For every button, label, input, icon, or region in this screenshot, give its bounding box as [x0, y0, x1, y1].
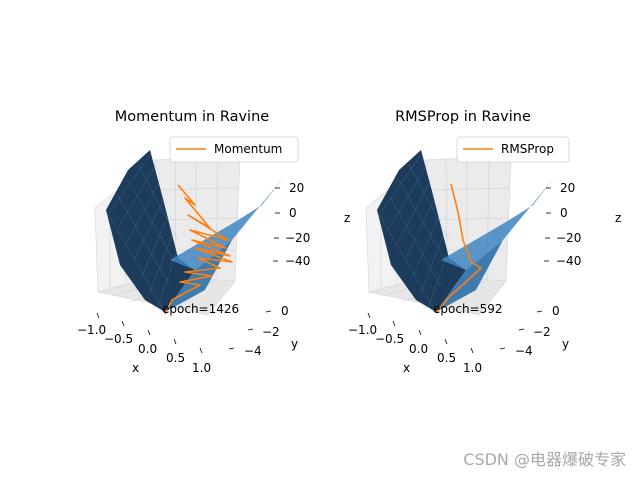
- epoch-annotation: epoch=1426: [162, 302, 239, 316]
- momentum-panel: Momentum in Ravine: [77, 109, 350, 375]
- x-tick: 1.0: [463, 361, 482, 375]
- y-tick: −4: [515, 344, 533, 358]
- x-axis: −1.0 −0.5 0.0 0.5 1.0 x: [77, 312, 211, 375]
- z-tick: −20: [285, 231, 310, 245]
- y-axis-label: y: [562, 337, 569, 351]
- y-tick: −4: [244, 344, 262, 358]
- legend: Momentum: [169, 136, 299, 163]
- rmsprop-panel: RMSProp in Ravine: [348, 109, 621, 375]
- x-tick: 0.5: [166, 351, 185, 365]
- y-tick: −2: [533, 325, 551, 339]
- z-tick: −20: [556, 231, 581, 245]
- z-axis: 20 0 −20 −40: [544, 181, 581, 268]
- momentum-trajectory: [164, 184, 233, 315]
- epoch-annotation: epoch=592: [433, 302, 503, 316]
- y-axis: 0 −2 −4 y: [228, 304, 298, 358]
- z-tick: 0: [560, 206, 568, 220]
- x-tick: −0.5: [104, 332, 133, 346]
- z-tick: 20: [560, 181, 575, 195]
- y-tick: 0: [281, 304, 289, 318]
- chart-title: Momentum in Ravine: [115, 109, 269, 125]
- x-axis-label: x: [132, 361, 139, 375]
- legend-label: RMSProp: [501, 142, 554, 156]
- x-tick: 0.0: [138, 342, 157, 356]
- chart-title: RMSProp in Ravine: [395, 109, 531, 125]
- x-axis: −1.0 −0.5 0.0 0.5 1.0 x: [348, 312, 482, 375]
- x-tick: 0.5: [437, 351, 456, 365]
- legend-label: Momentum: [214, 142, 282, 156]
- x-tick: −1.0: [348, 323, 377, 337]
- z-tick: −40: [556, 254, 581, 268]
- legend: RMSProp: [456, 136, 570, 163]
- z-axis-label: z: [615, 211, 621, 225]
- x-tick: 0.0: [409, 342, 428, 356]
- x-tick: −0.5: [375, 332, 404, 346]
- y-axis-label: y: [291, 337, 298, 351]
- z-axis: 20 0 −20 −40: [273, 181, 310, 268]
- rmsprop-trajectory: [435, 183, 482, 314]
- y-tick: 0: [552, 304, 560, 318]
- z-tick: 20: [289, 181, 304, 195]
- z-tick: −40: [285, 254, 310, 268]
- watermark: CSDN @电器爆破专家: [463, 450, 626, 469]
- y-axis: 0 −2 −4 y: [499, 304, 569, 358]
- y-tick: −2: [262, 325, 280, 339]
- z-tick: 0: [289, 206, 297, 220]
- z-axis-label: z: [344, 211, 350, 225]
- x-tick: −1.0: [77, 323, 106, 337]
- x-axis-label: x: [403, 361, 410, 375]
- x-tick: 1.0: [192, 361, 211, 375]
